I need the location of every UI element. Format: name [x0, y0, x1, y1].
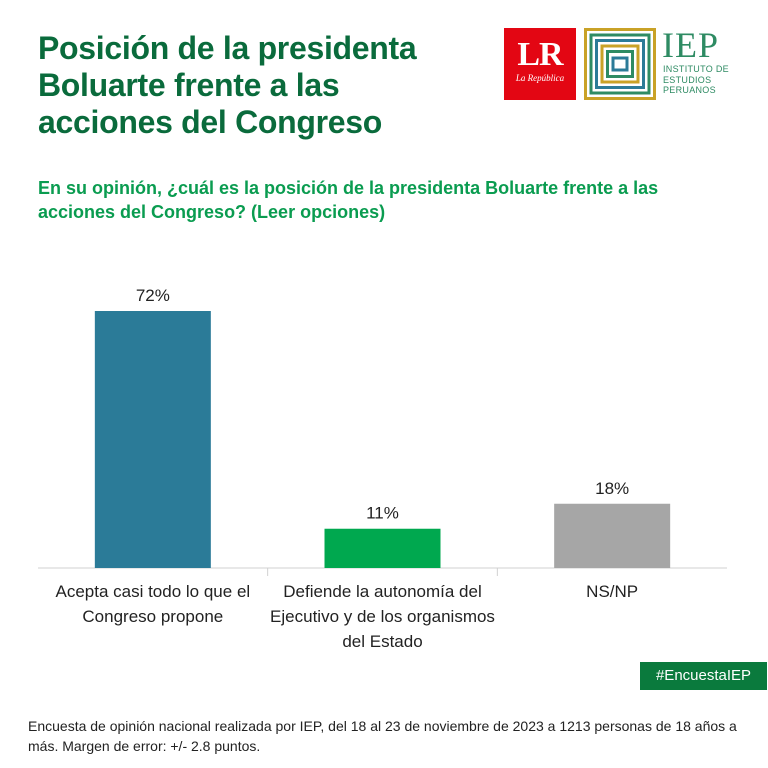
category-label: Defiende la autonomía del Ejecutivo y de…	[270, 582, 495, 651]
iep-wordmark: IEP	[662, 25, 719, 65]
bar	[554, 503, 671, 568]
survey-question: En su opinión, ¿cuál es la posición de l…	[38, 178, 659, 222]
bar-value-label: 18%	[595, 479, 629, 498]
la-republica-logo: LR La República	[504, 28, 576, 100]
bar-value-label: 72%	[136, 286, 170, 305]
bar	[94, 311, 211, 568]
category-label: NS/NP	[586, 582, 639, 601]
lr-logo-subtitle: La República	[515, 73, 565, 83]
chart-title: Posición de la presidenta Boluarte frent…	[38, 30, 417, 140]
methodology-footnote: Encuesta de opinión nacional realizada p…	[28, 718, 737, 754]
iep-tagline: INSTITUTO DE ESTUDIOS PERUANOS	[663, 64, 729, 95]
bar-value-label: 11%	[366, 504, 399, 523]
iep-emblem-icon	[584, 28, 656, 100]
bar	[324, 528, 441, 568]
lr-logo-mark: LR	[517, 36, 563, 73]
category-label: Acepta casi todo lo que el Congreso prop…	[55, 582, 251, 626]
iep-logo: IEP INSTITUTO DE ESTUDIOS PERUANOS	[584, 25, 744, 100]
hashtag-badge: #EncuestaIEP	[640, 662, 767, 690]
